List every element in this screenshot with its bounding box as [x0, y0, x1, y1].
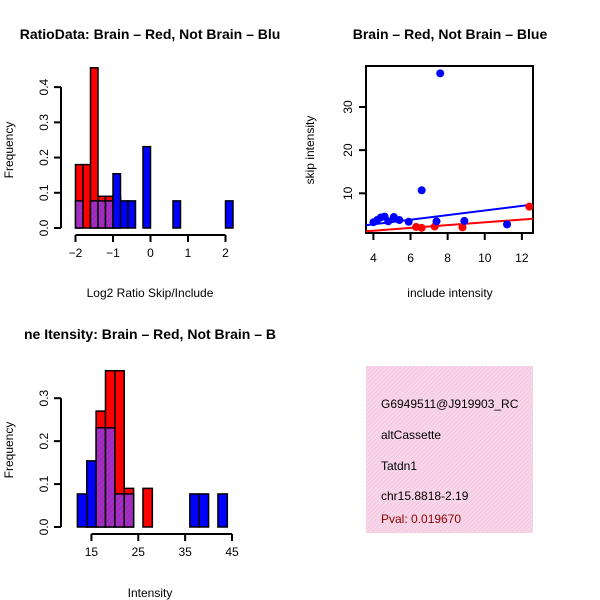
- h2-bar-notbrain-7: [198, 493, 210, 528]
- h1-y-tick-label: 0.0: [37, 219, 51, 236]
- h1-y-tick-label: 0.3: [37, 114, 51, 131]
- scatter-axes: 4 6 8 10 12 10 20 30: [341, 100, 529, 265]
- h1-bar-notbrain-5: [119, 200, 129, 229]
- h1-y-tick-label: 0.1: [37, 184, 51, 201]
- h1-bar-notbrain-1: [89, 200, 99, 229]
- h2-bar-brain-5: [142, 487, 154, 528]
- ratio-histogram-ylabel: Frequency: [2, 122, 16, 179]
- h1-y-tick-label: 0.2: [37, 149, 51, 166]
- intensity-histogram-axes: 15 25 35 45 0.0 0.1 0.2 0.3: [37, 390, 239, 559]
- h1-bar-notbrain-4: [112, 173, 122, 229]
- scatter-x-tick-label: 8: [444, 251, 451, 265]
- scatter-ylabel: skip intensity: [303, 116, 317, 185]
- info-location: chr15.8818-2.19: [381, 489, 469, 503]
- scatter-x-tick-label: 4: [370, 251, 377, 265]
- scatter-y-tick-label: 30: [341, 100, 355, 114]
- intensity-histogram-bars: [76, 369, 229, 528]
- h2-y-tick-label: 0.2: [37, 432, 51, 449]
- h1-x-tick-label: 1: [185, 246, 192, 260]
- h1-bar-notbrain-9: [224, 200, 234, 229]
- scatter-x-tick-label: 6: [407, 251, 414, 265]
- info-event-type: altCassette: [381, 428, 441, 442]
- intensity-histogram-panel: ne Itensity: Brain – Red, Not Brain – B …: [2, 326, 276, 600]
- h1-x-tick-label: −1: [106, 246, 120, 260]
- scatter-y-tick-label: 20: [341, 143, 355, 157]
- h2-bar-notbrain-3: [104, 427, 116, 528]
- h2-x-tick-label: 25: [132, 545, 146, 559]
- h1-bar-notbrain-7: [142, 145, 152, 229]
- h2-y-tick-label: 0.1: [37, 475, 51, 492]
- ratio-histogram-panel: RatioData: Brain – Red, Not Brain – Blu …: [2, 26, 280, 300]
- brain-point: [417, 223, 426, 232]
- h1-x-tick-label: 2: [222, 246, 229, 260]
- h2-x-tick-label: 35: [178, 545, 192, 559]
- scatter-x-tick-label: 10: [478, 251, 492, 265]
- h1-bar-notbrain-0: [74, 200, 84, 229]
- h1-y-tick-label: 0.4: [37, 78, 51, 95]
- h2-bar-notbrain-6: [189, 493, 200, 528]
- info-probe-id: G6949511@J919903_RC: [381, 397, 519, 411]
- notbrain-point: [384, 217, 393, 226]
- brain-point: [458, 223, 467, 232]
- h2-bar-notbrain-2: [95, 427, 107, 528]
- ratio-histogram-title: RatioData: Brain – Red, Not Brain – Blu: [20, 26, 281, 42]
- h1-bar-brain-1: [82, 163, 92, 229]
- scatter-title: Brain – Red, Not Brain – Blue: [353, 26, 548, 42]
- notbrain-point: [432, 217, 441, 226]
- intensity-histogram-xlabel: Intensity: [128, 586, 173, 600]
- ratio-histogram-bars: [74, 67, 234, 229]
- scatter-y-tick-label: 10: [341, 186, 355, 200]
- h2-bar-notbrain-8: [217, 493, 229, 528]
- h1-bar-notbrain-8: [172, 200, 182, 229]
- info-pval: Pval: 0.019670: [381, 512, 461, 526]
- h2-y-tick-label: 0.0: [37, 518, 51, 535]
- h2-bar-notbrain-1: [85, 460, 97, 528]
- h2-x-tick-label: 15: [85, 545, 99, 559]
- brain-point: [525, 202, 533, 211]
- info-gene-name: Tatdn1: [381, 459, 417, 473]
- scatter-xlabel: include intensity: [407, 286, 492, 300]
- scatter-panel: Brain – Red, Not Brain – Blue 4 6 8 10 12 10 2…: [303, 26, 547, 300]
- notbrain-point: [436, 69, 445, 78]
- info-panel: G6949511@J919903_RC altCassette Tatdn1 c…: [366, 366, 533, 533]
- notbrain-point: [503, 220, 512, 229]
- h1-bar-notbrain-6: [127, 200, 137, 229]
- h2-bar-notbrain-5: [123, 493, 135, 528]
- notbrain-fit-line: [366, 203, 533, 227]
- ratio-histogram-axes: −2 −1 0 1 2 0.0 0.1 0.2 0.3 0.4: [37, 78, 229, 260]
- h1-x-tick-label: −2: [69, 246, 83, 260]
- ratio-histogram-xlabel: Log2 Ratio Skip/Include: [87, 286, 214, 300]
- intensity-histogram-ylabel: Frequency: [2, 422, 16, 479]
- h1-bar-notbrain-3: [104, 200, 114, 229]
- h2-bar-notbrain-4: [114, 493, 125, 528]
- info-panel-background: [366, 366, 533, 533]
- h2-x-tick-label: 45: [225, 545, 239, 559]
- h1-x-tick-label: 0: [147, 246, 154, 260]
- h1-bar-notbrain-2: [97, 200, 107, 229]
- scatter-x-tick-label: 12: [515, 251, 529, 265]
- h2-y-tick-label: 0.3: [37, 390, 51, 407]
- notbrain-point: [417, 186, 426, 195]
- notbrain-point: [460, 216, 469, 225]
- notbrain-point: [404, 217, 413, 226]
- notbrain-point: [395, 216, 404, 225]
- h2-bar-notbrain-0: [76, 493, 88, 528]
- scatter-points: [369, 69, 533, 232]
- intensity-histogram-title: ne Itensity: Brain – Red, Not Brain – B: [24, 326, 276, 342]
